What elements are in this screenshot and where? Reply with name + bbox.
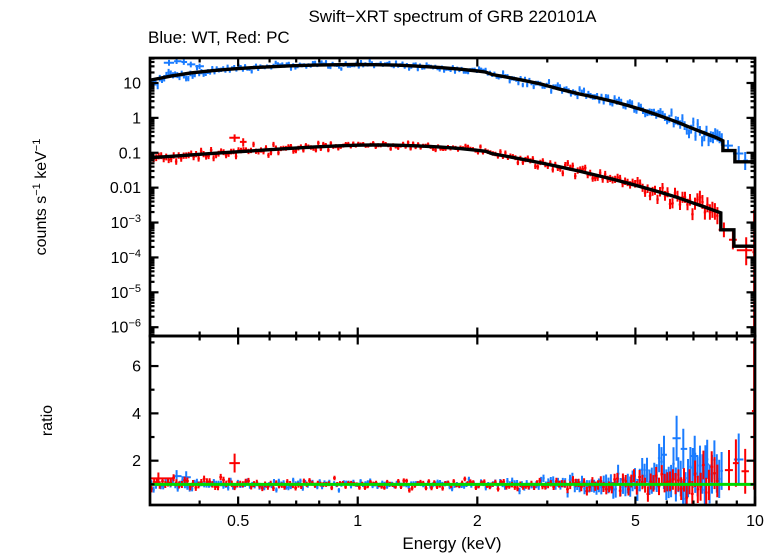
axes: 0.5 1 2 5 10 10 1 0.1 0.01 10−3 10−4 10−5 10−6 2 4 6 [110, 56, 764, 530]
svg-text:0.5: 0.5 [227, 513, 249, 530]
svg-text:0.01: 0.01 [110, 180, 141, 197]
svg-text:4: 4 [132, 406, 141, 423]
svg-text:10: 10 [746, 513, 764, 530]
axis-titles: Energy (keV) counts s−1 keV−1 ratio [31, 139, 502, 553]
svg-text:1: 1 [132, 110, 141, 127]
bottom-panel-data [150, 338, 755, 505]
model-line-wt [150, 62, 755, 164]
svg-text:1: 1 [353, 513, 362, 530]
svg-text:10−5: 10−5 [111, 283, 141, 302]
chart-title: Swift−XRT spectrum of GRB 220101A [308, 7, 597, 26]
top-panel-data [150, 58, 755, 328]
svg-text:Energy (keV): Energy (keV) [402, 534, 501, 553]
svg-text:counts s−1 keV−1: counts s−1 keV−1 [31, 139, 50, 256]
svg-text:ratio: ratio [39, 405, 56, 436]
svg-text:10−6: 10−6 [111, 318, 141, 337]
svg-text:10−3: 10−3 [111, 213, 141, 232]
svg-text:10−4: 10−4 [111, 248, 141, 267]
chart-subtitle: Blue: WT, Red: PC [148, 28, 290, 47]
svg-text:6: 6 [132, 359, 141, 376]
svg-text:2: 2 [473, 513, 482, 530]
svg-text:0.1: 0.1 [119, 145, 141, 162]
model-line-pc [150, 143, 755, 248]
svg-text:5: 5 [631, 513, 640, 530]
svg-text:2: 2 [132, 453, 141, 470]
svg-text:10: 10 [123, 75, 141, 92]
